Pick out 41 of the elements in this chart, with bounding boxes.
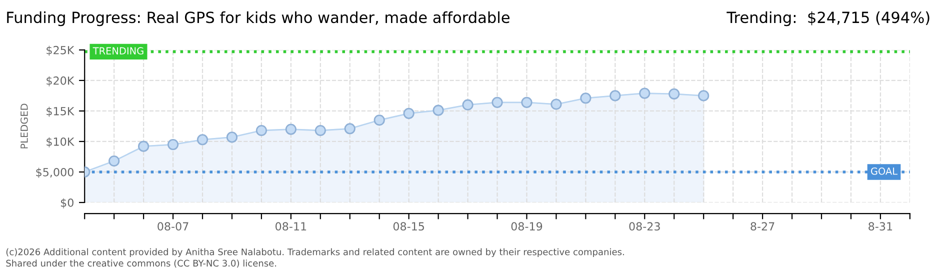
point xyxy=(314,124,326,136)
point xyxy=(138,140,150,152)
point xyxy=(698,90,710,102)
y-tick-label: $15K xyxy=(46,106,74,117)
text: Shared under the creative commons (CC BY-NC 3.0) license. xyxy=(6,260,276,268)
point xyxy=(639,88,650,99)
ref-line-label: TRENDING xyxy=(92,47,144,55)
y-tick-label: $5,000 xyxy=(36,168,74,178)
point xyxy=(668,88,680,100)
y-tick-label: $20K xyxy=(46,76,74,86)
point xyxy=(521,96,532,108)
y-tick-label: $25K xyxy=(46,46,74,56)
x-tick-label: 08-19 xyxy=(511,222,542,231)
x-tick-label: 08-15 xyxy=(393,222,424,231)
point xyxy=(167,138,179,150)
point xyxy=(580,92,592,104)
y-tick-label: $10K xyxy=(46,137,74,148)
point xyxy=(285,124,296,135)
point xyxy=(492,96,503,108)
x-tick-label: 08-23 xyxy=(629,222,660,231)
text: (c)2026 Additional content provided by Anitha Sree Nalabotu. Trademarks and related content are owned by their respective companies. xyxy=(6,248,624,258)
text: Trending: $24,715 (494%) xyxy=(726,11,930,26)
ref-line-label: GOAL xyxy=(871,167,898,175)
point xyxy=(462,99,474,110)
x-tick-label: 8-31 xyxy=(868,222,892,231)
point xyxy=(256,124,268,136)
x-tick-label: 8-27 xyxy=(750,222,774,231)
point xyxy=(226,132,238,143)
x-tick-label: 08-11 xyxy=(276,222,306,231)
point xyxy=(374,114,385,126)
x-tick-label: 08-07 xyxy=(158,222,188,231)
point xyxy=(196,134,208,146)
point xyxy=(550,98,562,110)
chart-title: Funding Progress: Real GPS for kids who wander, made affordable xyxy=(7,11,510,26)
point xyxy=(432,104,444,116)
point xyxy=(610,90,621,102)
point xyxy=(344,123,356,134)
point xyxy=(403,108,414,119)
y-tick-label: $0 xyxy=(60,198,74,208)
y-axis-title: PLEDGED xyxy=(20,104,28,148)
point xyxy=(108,155,120,167)
